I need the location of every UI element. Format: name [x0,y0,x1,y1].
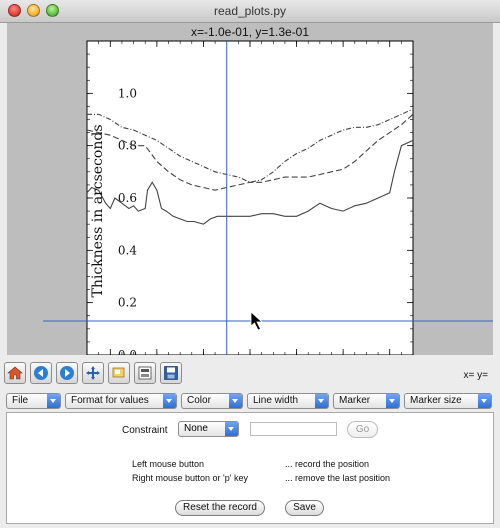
y-tick-label: 0.6 [118,191,137,205]
xy-label: x= y= [463,370,488,381]
help-right-click: Right mouse button or 'p' key [132,473,248,483]
marker-size-menu[interactable]: Marker size [404,393,492,409]
chevron-down-icon [229,394,242,408]
y-axis-label: Thickness in arcseconds [90,124,106,297]
home-button[interactable] [4,362,26,384]
y-tick-label: 0.4 [118,243,137,257]
configure-button[interactable] [134,362,156,384]
go-button[interactable]: Go [347,421,378,438]
constraint-select[interactable]: None [178,421,239,437]
reset-record-button[interactable]: Reset the record [175,500,265,516]
chevron-down-icon [47,394,60,408]
help-left-click-action: ... record the position [285,459,370,469]
options-menu-row: File Format for values Color Line width … [6,393,494,411]
save-figure-button[interactable] [160,362,182,384]
constraint-input[interactable] [250,422,337,436]
configure-icon [138,366,152,380]
constraint-value: None [184,423,208,434]
series-line-1 [87,108,414,183]
chevron-down-icon [225,422,238,436]
navigation-toolbar: x= y= [4,362,496,390]
cursor-arrow-icon [250,311,264,331]
line-width-menu[interactable]: Line width [247,393,329,409]
series-line-2 [86,113,414,191]
zoom-icon [112,367,125,378]
file-menu-label: File [12,395,29,406]
plot-graphics[interactable]: −0.6−0.4−0.20.00.20.40.60.00.20.40.60.81… [7,23,493,355]
record-panel: Constraint None Go Left mouse button ...… [6,412,494,524]
help-right-click-action: ... remove the last position [285,473,391,483]
constraint-label: Constraint [122,425,168,436]
plot-frame[interactable] [87,41,413,355]
window-title: read_plots.py [213,4,287,18]
help-left-click: Left mouse button [132,459,205,469]
zoom-window-button[interactable] [46,4,59,17]
zoom-button[interactable] [108,362,130,384]
minimize-window-button[interactable] [27,4,40,17]
pan-button[interactable] [82,362,104,384]
color-menu-label: Color [187,395,211,406]
y-tick-label: 0.8 [118,139,137,153]
color-menu[interactable]: Color [181,393,243,409]
chevron-down-icon [163,394,176,408]
y-tick-label: 0.0 [118,348,137,355]
marker-menu[interactable]: Marker [333,393,400,409]
format-menu[interactable]: Format for values [65,393,177,409]
close-window-button[interactable] [8,4,21,17]
title-bar: read_plots.py [0,0,500,23]
series-line-3 [86,139,414,225]
line-width-menu-label: Line width [253,395,299,406]
chevron-down-icon [478,394,491,408]
y-tick-label: 0.2 [118,296,137,310]
home-icon [7,366,23,380]
file-menu[interactable]: File [6,393,61,409]
chevron-down-icon [386,394,399,408]
pan-icon [86,366,100,380]
save-icon [164,366,178,380]
coordinate-readout: x=-1.0e-01, y=1.3e-01 [190,25,310,39]
y-tick-label: 1.0 [118,86,137,100]
chevron-down-icon [315,394,328,408]
plot-canvas[interactable]: x=-1.0e-01, y=1.3e-01 −0.6−0.4−0.20.00.2… [7,23,493,355]
marker-menu-label: Marker [339,395,371,406]
back-icon [34,366,48,380]
save-button[interactable]: Save [285,500,324,516]
forward-icon [60,366,74,380]
marker-size-menu-label: Marker size [410,395,462,406]
back-button[interactable] [30,362,52,384]
format-menu-label: Format for values [71,395,149,406]
forward-button[interactable] [56,362,78,384]
